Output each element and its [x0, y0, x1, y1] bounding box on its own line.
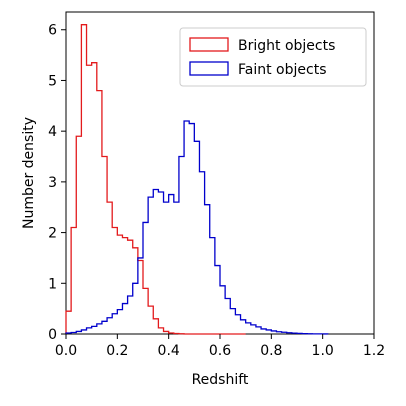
legend-swatch-bright-objects	[189, 37, 229, 52]
y-tick-label: 0	[48, 327, 57, 343]
series-bright-objects-step	[65, 24, 246, 335]
y-axis-label: Number density	[21, 117, 37, 229]
x-tick-label: 1.2	[363, 343, 385, 359]
y-tick-label: 5	[48, 73, 57, 89]
x-tick-label: 0.2	[106, 343, 128, 359]
y-tick-label: 2	[48, 226, 57, 242]
series-faint-objects-step	[65, 120, 329, 335]
legend-label-faint-objects: Faint objects	[238, 62, 326, 78]
x-axis-label: Redshift	[192, 372, 249, 388]
x-tick-label: 0.8	[260, 343, 282, 359]
x-tick-label: 0.4	[158, 343, 180, 359]
legend-label-bright-objects: Bright objects	[238, 38, 335, 54]
y-tick-label: 1	[48, 276, 57, 292]
legend-swatch-faint-objects	[189, 61, 229, 76]
y-tick-label: 4	[48, 124, 57, 140]
x-tick-label: 0.6	[209, 343, 231, 359]
x-axis-ticks: 0.0 0.2 0.4 0.6 0.8 1.0 1.2	[55, 334, 385, 359]
x-tick-label: 0.0	[55, 343, 77, 359]
y-tick-label: 3	[48, 175, 57, 191]
legend: Bright objects Faint objects	[179, 27, 367, 87]
x-tick-label: 1.0	[312, 343, 334, 359]
y-tick-label: 6	[48, 23, 57, 39]
y-axis-ticks: 0 1 2 3 4 5 6	[48, 23, 66, 343]
legend-box	[179, 27, 367, 87]
